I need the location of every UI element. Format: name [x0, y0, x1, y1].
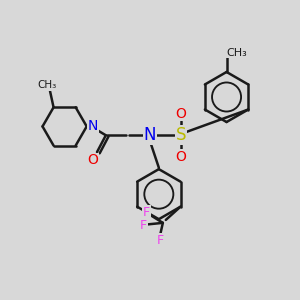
Text: O: O	[87, 153, 98, 167]
Text: F: F	[156, 234, 164, 247]
Text: N: N	[144, 126, 156, 144]
Text: CH₃: CH₃	[37, 80, 56, 90]
Text: N: N	[88, 119, 98, 134]
Text: O: O	[176, 150, 186, 164]
Text: S: S	[176, 126, 186, 144]
Text: CH₃: CH₃	[226, 48, 247, 58]
Text: O: O	[176, 107, 186, 121]
Text: F: F	[143, 206, 150, 219]
Text: F: F	[140, 219, 147, 232]
